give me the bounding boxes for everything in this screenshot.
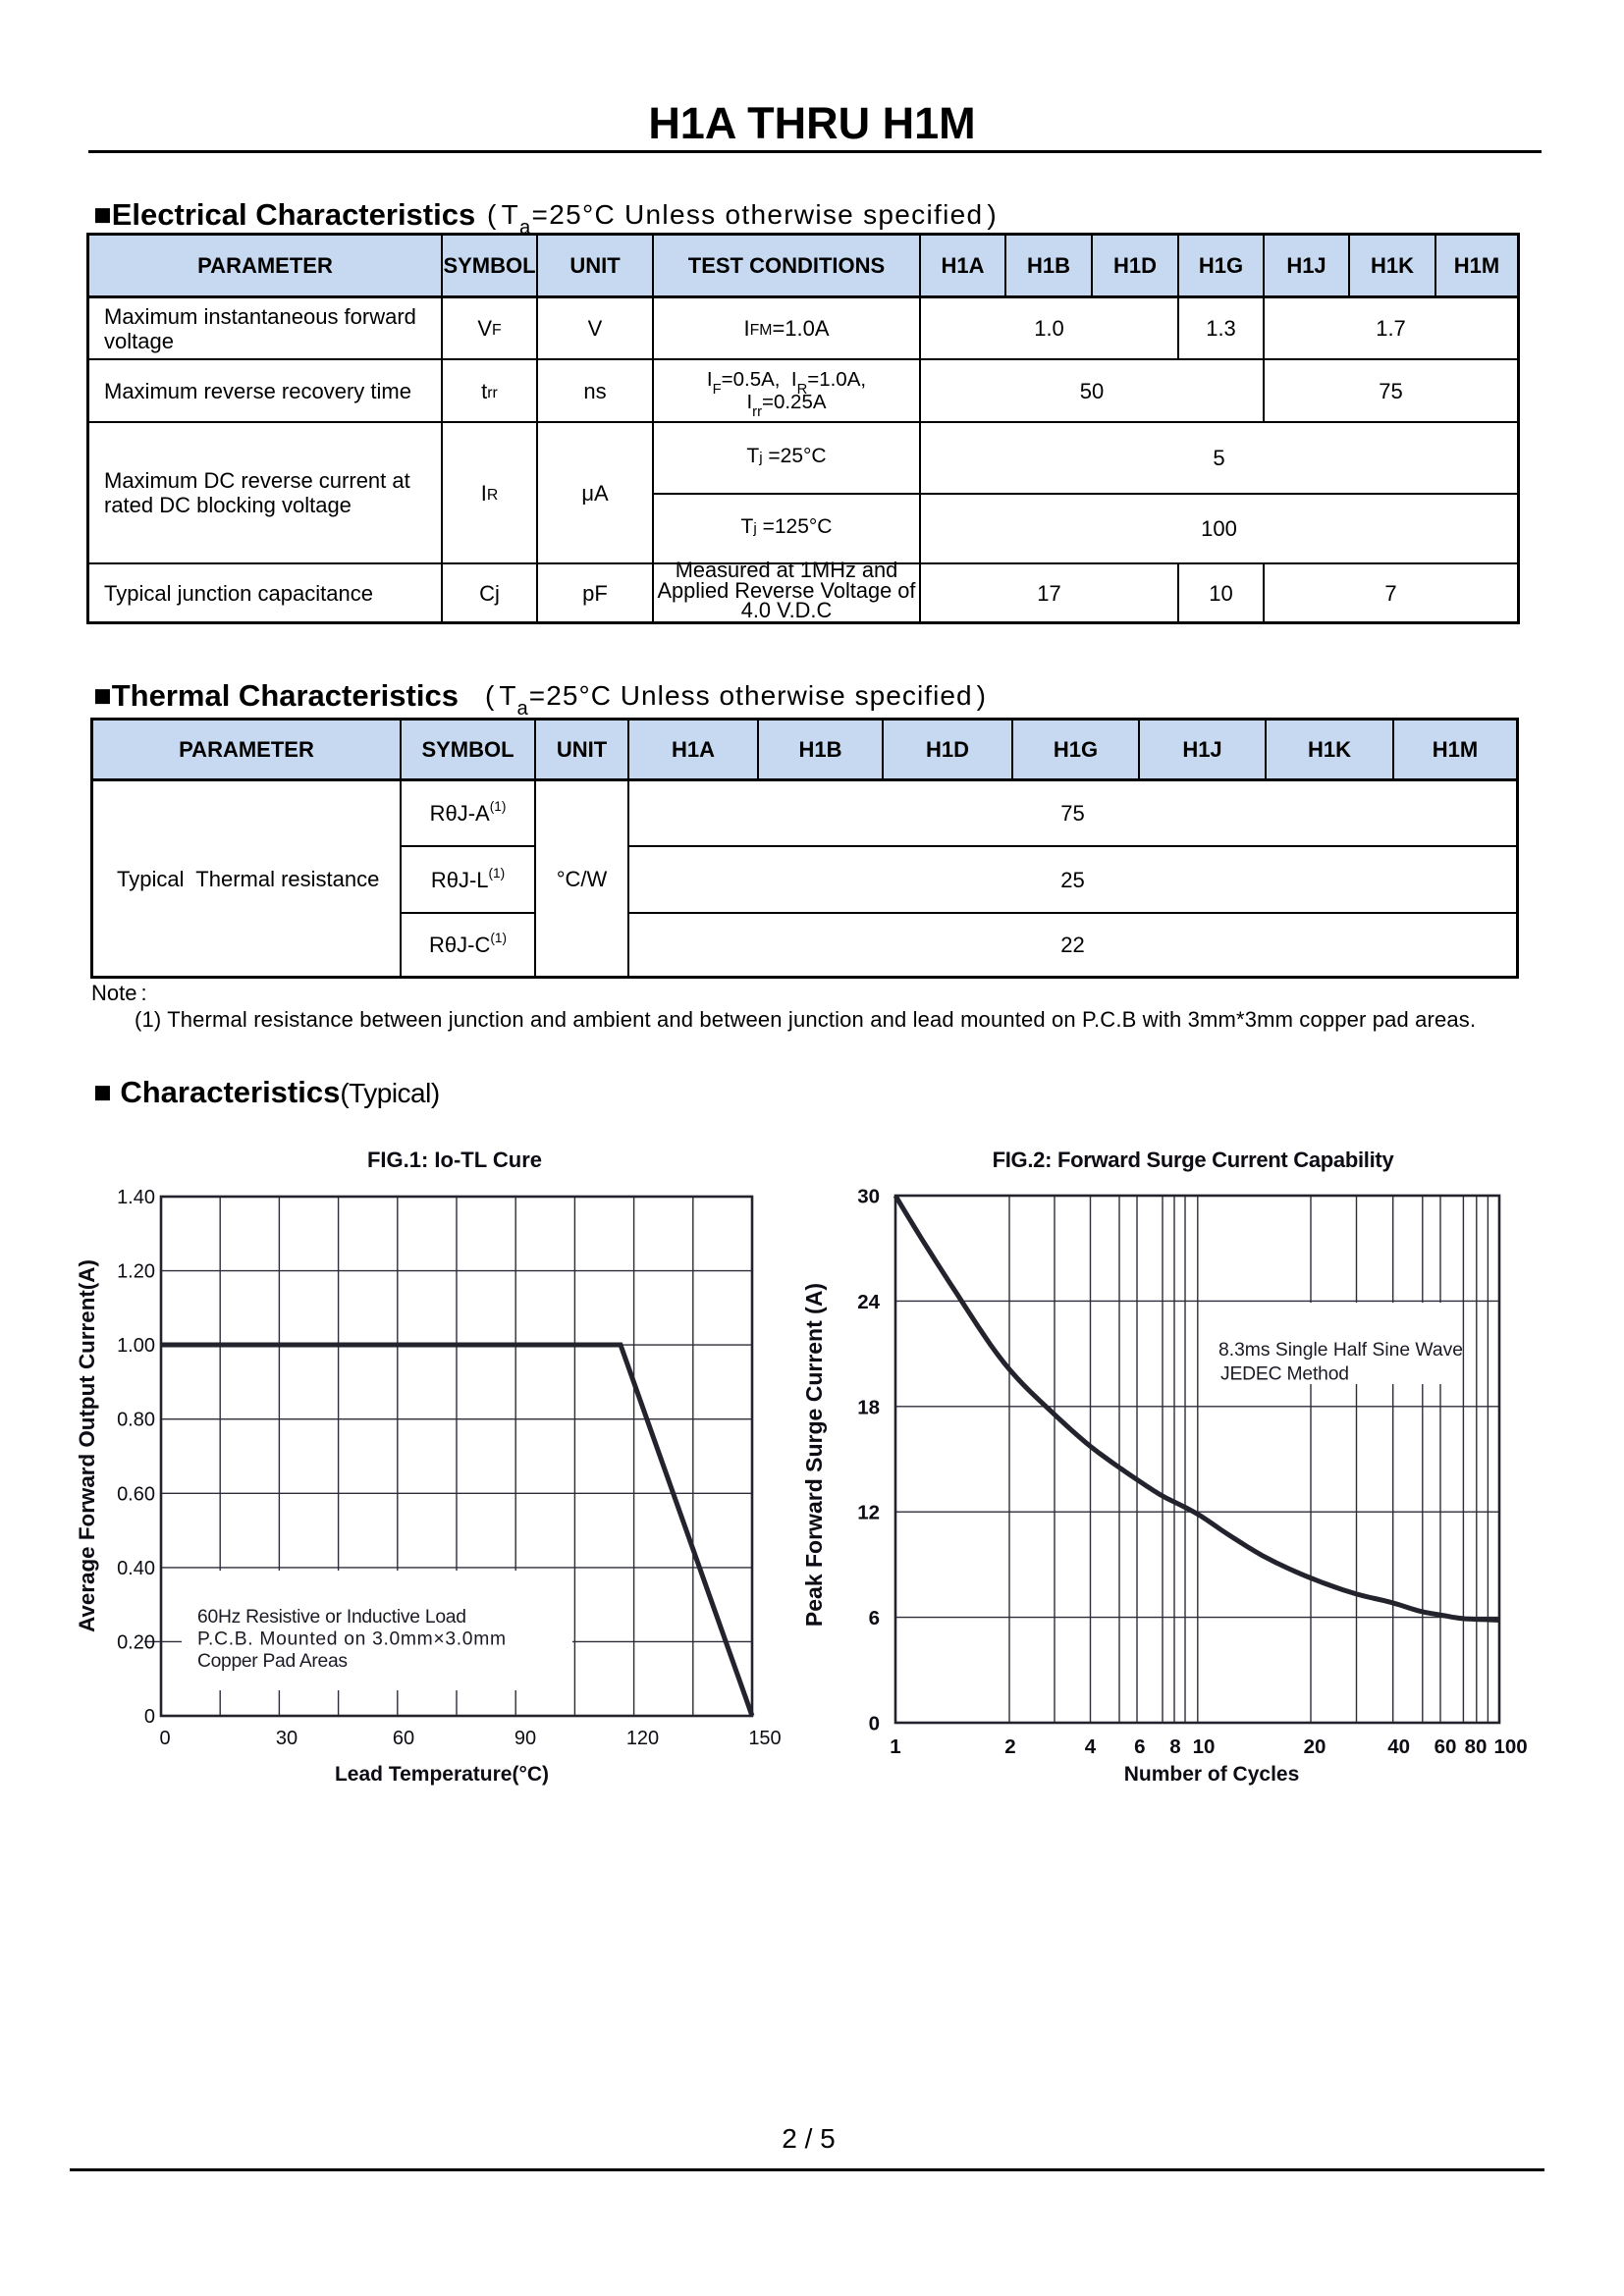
svg-text:12: 12 (857, 1502, 880, 1524)
svg-text:Lead Temperature(°C): Lead Temperature(°C) (335, 1763, 549, 1786)
svg-text:1.40: 1.40 (117, 1187, 155, 1208)
svg-text:Peak Forward Surge Current (A): Peak Forward Surge Current (A) (801, 1283, 827, 1627)
svg-text:0.40: 0.40 (117, 1558, 155, 1579)
svg-text:90: 90 (514, 1728, 536, 1749)
svg-text:60: 60 (393, 1728, 414, 1749)
svg-text:0.80: 0.80 (117, 1410, 155, 1431)
svg-text:2: 2 (1004, 1735, 1015, 1758)
svg-text:0: 0 (144, 1706, 155, 1728)
svg-text:40: 40 (1387, 1735, 1410, 1758)
svg-text:0.20: 0.20 (117, 1631, 155, 1653)
svg-text:150: 150 (748, 1728, 781, 1749)
svg-text:18: 18 (857, 1396, 880, 1418)
svg-text:0: 0 (869, 1713, 880, 1735)
svg-text:30: 30 (276, 1728, 298, 1749)
svg-text:JEDEC Method: JEDEC Method (1220, 1364, 1349, 1385)
svg-text:6: 6 (1134, 1735, 1145, 1758)
svg-text:8: 8 (1169, 1735, 1180, 1758)
svg-text:30: 30 (857, 1186, 880, 1208)
svg-text:1.00: 1.00 (117, 1335, 155, 1357)
svg-text:60: 60 (1435, 1735, 1457, 1758)
svg-text:20: 20 (1304, 1735, 1326, 1758)
svg-text:FIG.1: Io-TL Cure: FIG.1: Io-TL Cure (367, 1148, 542, 1172)
svg-text:Number of Cycles: Number of Cycles (1124, 1763, 1300, 1786)
svg-text:100: 100 (1493, 1735, 1527, 1758)
svg-text:4: 4 (1085, 1735, 1097, 1758)
svg-text:6: 6 (869, 1607, 880, 1629)
svg-text:0: 0 (159, 1728, 170, 1749)
svg-text:120: 120 (626, 1728, 659, 1749)
svg-text:80: 80 (1465, 1735, 1488, 1758)
svg-text:Copper Pad Areas: Copper Pad Areas (197, 1651, 348, 1672)
svg-text:P.C.B. Mounted on 3.0mm×3.0mm: P.C.B. Mounted on 3.0mm×3.0mm (197, 1629, 506, 1650)
svg-text:1: 1 (890, 1735, 900, 1758)
svg-text:24: 24 (857, 1291, 880, 1313)
svg-text:60Hz Resistive or Inductive Lo: 60Hz Resistive or Inductive Load (197, 1607, 466, 1628)
svg-text:1.20: 1.20 (117, 1261, 155, 1283)
svg-text:10: 10 (1193, 1735, 1216, 1758)
svg-text:Average Forward Output Current: Average Forward Output Current(A) (75, 1259, 99, 1632)
svg-text:0.60: 0.60 (117, 1483, 155, 1505)
svg-text:8.3ms Single Half Sine Wave: 8.3ms Single Half Sine Wave (1218, 1340, 1463, 1361)
svg-text:FIG.2: Forward Surge Current C: FIG.2: Forward Surge Current Capability (993, 1148, 1395, 1172)
